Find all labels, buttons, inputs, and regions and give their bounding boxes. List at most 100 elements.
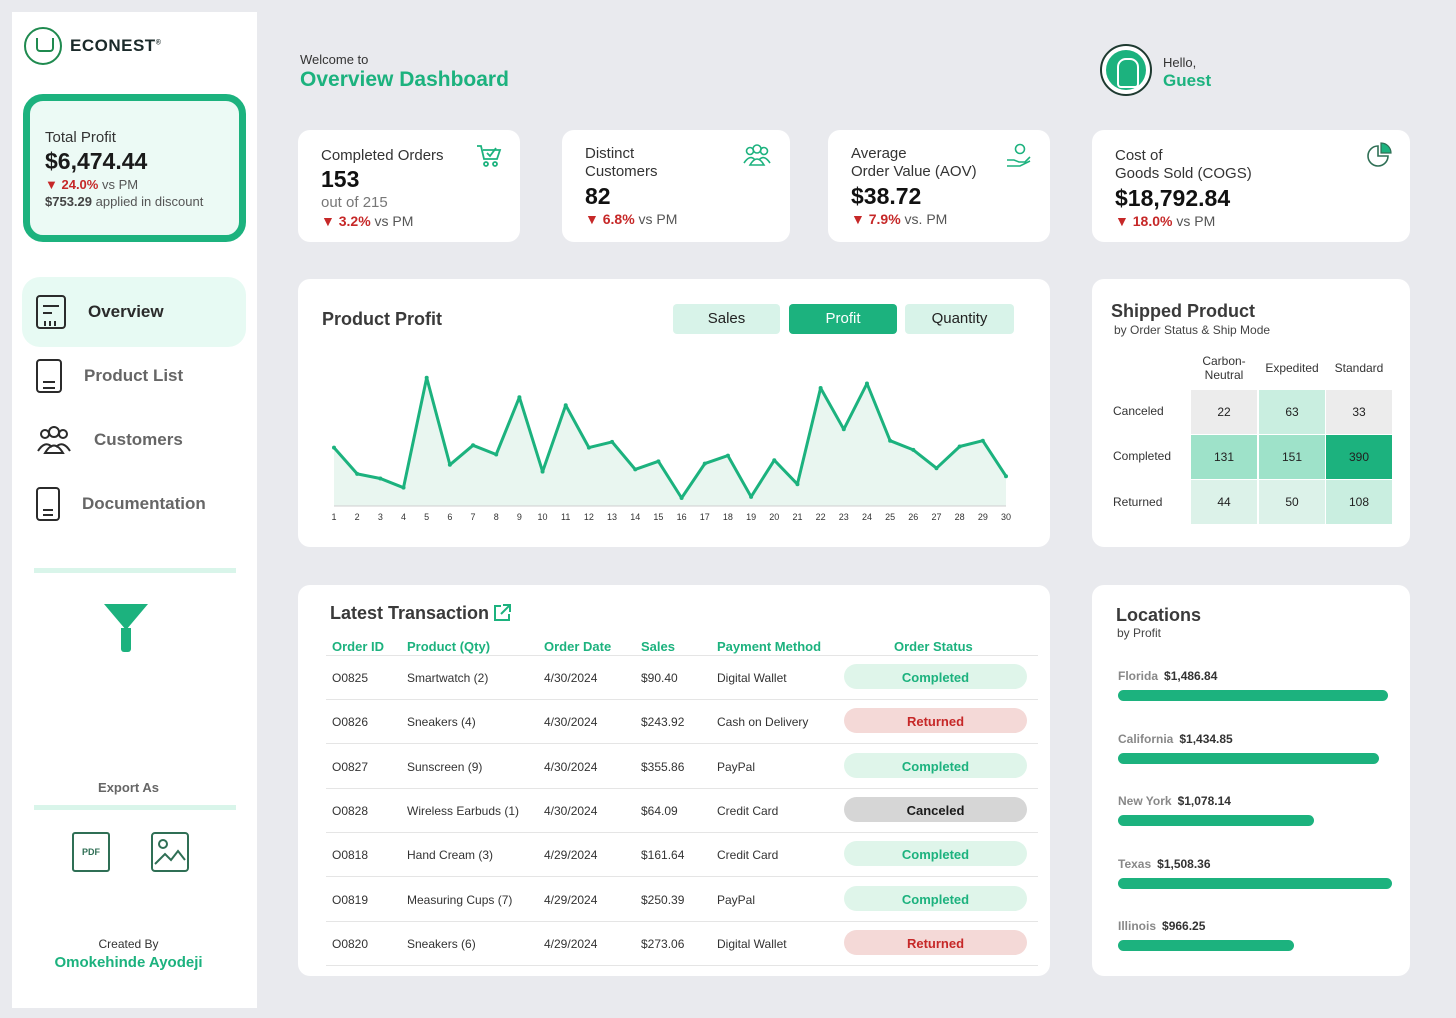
cell-date: 4/29/2024 [544,892,598,907]
chart-point[interactable] [332,445,336,450]
chart-point[interactable] [818,386,823,391]
chart-point[interactable] [864,381,869,386]
cell-id: O0826 [332,715,369,730]
table-row[interactable]: O0818 Hand Cream (3) 4/29/2024 $161.64 Credi… [326,833,1038,878]
chart-x-tick-label: 9 [517,512,522,522]
toggle-sales[interactable]: Sales [673,304,780,334]
location-bar[interactable] [1118,752,1379,764]
heatmap-cell[interactable]: 151 [1259,435,1325,479]
heatmap-cell[interactable]: 33 [1326,390,1392,434]
heatmap-cell[interactable]: 390 [1326,435,1392,479]
user-avatar-icon[interactable] [1100,44,1152,96]
chart-point[interactable] [841,427,846,432]
brand-logo[interactable]: ECONEST® [24,27,161,65]
table-row[interactable]: O0826 Sneakers (4) 4/30/2024 $243.92 Cash on… [326,700,1038,745]
heatmap-row-label: Returned [1113,495,1163,509]
location-bar[interactable] [1118,940,1294,951]
chart-point[interactable] [795,482,800,487]
sidebar-item-label: Overview [88,302,164,321]
cell-product: Sunscreen (9) [407,759,483,774]
chart-x-tick-label: 19 [746,512,756,522]
heatmap-cell[interactable]: 50 [1259,480,1325,524]
chart-point[interactable] [749,494,754,499]
sidebar-item-overview[interactable]: Overview [22,277,246,347]
chart-point[interactable] [471,443,476,448]
heatmap-cell[interactable]: 63 [1259,390,1325,434]
chart-point[interactable] [679,495,684,500]
chart-point[interactable] [540,469,545,474]
chart-series-line[interactable] [332,376,1008,500]
sidebar-item-product-list[interactable]: Product List [22,341,246,411]
kpi-distinct-customers: Distinct Customers 82 ▼ 6.8% vs PM [562,130,790,242]
cell-date: 4/30/2024 [544,759,598,774]
chart-point[interactable] [378,476,383,481]
product-profit-chart[interactable]: 1 2 3 4 5 6 7 8 9 10 11 12 13 14 15 16 17 18 19 20 21 22 23 24 2… [298,279,1050,547]
kpi-label: Completed Orders [321,147,444,164]
table-row[interactable]: O0827 Sunscreen (9) 4/30/2024 $355.86 PayPal… [326,745,1038,789]
chart-point[interactable] [980,438,985,443]
chart-point[interactable] [702,461,707,466]
chart-point[interactable] [633,467,638,472]
kpi-completed-orders: Completed Orders 153 out of 215 ▼ 3.2% v… [298,130,520,242]
kpi-delta-suffix: vs. PM [900,211,948,227]
kpi-label: Distinct Customers [585,145,658,180]
heatmap-cell[interactable]: 131 [1191,435,1257,479]
brand-name: ECONEST [70,36,156,55]
heatmap-cell[interactable]: 108 [1326,480,1392,524]
kpi-sub: out of 215 [321,194,388,211]
chart-point[interactable] [610,439,615,444]
status-badge: Returned [844,708,1027,734]
heatmap-cell[interactable]: 44 [1191,480,1257,524]
chart-point[interactable] [725,453,730,458]
table-row[interactable]: O0819 Measuring Cups (7) 4/29/2024 $250.39 P… [326,878,1038,922]
chart-point[interactable] [772,458,777,463]
sidebar-item-customers[interactable]: Customers [22,405,246,475]
chart-point[interactable] [401,485,406,490]
chart-point[interactable] [447,462,452,467]
chart-point[interactable] [888,438,893,443]
location-bar[interactable] [1118,815,1314,826]
filter-icon[interactable] [104,604,148,630]
filter-icon-stem[interactable] [121,628,131,652]
toggle-profit[interactable]: Profit [789,304,897,334]
cart-check-icon [477,145,502,167]
chart-point[interactable] [355,471,360,476]
hello-text: Hello, [1163,55,1197,70]
external-link-icon[interactable] [492,603,512,623]
cell-product: Wireless Earbuds (1) [407,803,520,818]
location-bar[interactable] [1118,690,1388,701]
cell-sales: $273.06 [641,936,685,951]
users-icon [37,426,71,454]
cell-payment: PayPal [717,759,756,774]
cell-date: 4/30/2024 [544,803,598,818]
table-row[interactable]: O0820 Sneakers (6) 4/29/2024 $273.06 Digital… [326,922,1038,966]
heatmap-row-label: Completed [1113,449,1172,463]
pdf-export-icon[interactable]: PDF [72,832,110,872]
chart-point[interactable] [517,395,522,400]
chart-point[interactable] [586,445,591,450]
chart-point[interactable] [1004,474,1008,479]
chart-x-tick-label: 12 [584,512,594,522]
table-row[interactable]: O0825 Smartwatch (2) 4/30/2024 $90.40 Digita… [326,656,1038,700]
image-export-icon[interactable] [151,832,189,872]
cell-payment: Digital Wallet [717,671,787,685]
clipboard-check-icon [36,359,62,393]
chart-point[interactable] [934,466,939,471]
table-row[interactable]: O0828 Wireless Earbuds (1) 4/30/2024 $64.09… [326,789,1038,833]
location-state: Florida [1118,669,1159,683]
status-badge: Completed [844,885,1027,911]
status-badge: Completed [844,841,1027,867]
chart-point[interactable] [563,403,568,408]
cell-date: 4/29/2024 [544,848,598,863]
chart-point[interactable] [957,444,962,449]
chart-point[interactable] [911,447,916,452]
chart-point[interactable] [494,452,499,457]
location-bar[interactable] [1118,877,1392,889]
toggle-quantity[interactable]: Quantity [905,304,1014,334]
kpi-delta: ▼ 6.8% [585,211,635,227]
heatmap-cell[interactable]: 22 [1191,390,1257,434]
chart-point[interactable] [656,459,661,464]
chart-point[interactable] [424,375,429,380]
sidebar-item-documentation[interactable]: Documentation [22,469,246,539]
cell-id: O0818 [332,848,369,863]
